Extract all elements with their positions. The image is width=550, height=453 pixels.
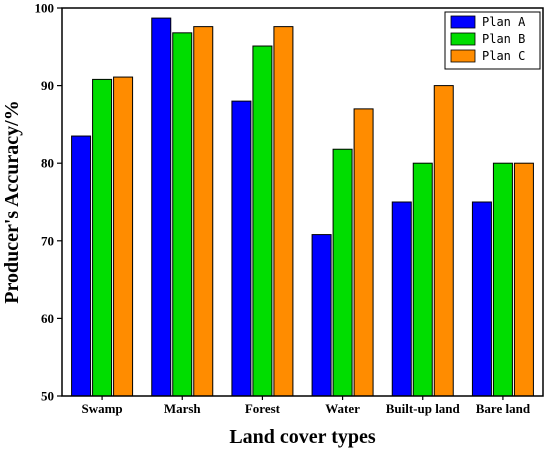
x-tick-label: Swamp	[81, 401, 122, 416]
bar-plan-a-marsh	[151, 17, 172, 397]
bar-plan-c-forest	[273, 26, 294, 397]
x-tick-label: Built-up land	[386, 401, 461, 416]
bar-plan-a-forest	[231, 100, 252, 397]
y-tick-label: 100	[35, 1, 55, 16]
x-axis: Swamp Marsh Forest Water Built-up land Bare l…	[81, 396, 531, 416]
bar-plan-a-built-up-land	[391, 201, 412, 397]
bars-layer	[71, 17, 534, 397]
x-axis-title: Land cover types	[229, 426, 376, 448]
legend-label: Plan B	[482, 32, 525, 46]
bar-plan-b-bare-land	[492, 162, 513, 397]
legend: Plan A Plan B Plan C	[444, 11, 541, 70]
bar-plan-c-swamp	[113, 76, 134, 397]
legend-swatch	[450, 49, 476, 63]
y-tick-label: 80	[41, 156, 54, 171]
bar-plan-c-built-up-land	[433, 85, 454, 397]
bar-plan-a-water	[311, 234, 332, 397]
legend-swatch	[450, 15, 476, 29]
bar-plan-a-swamp	[71, 135, 92, 397]
y-tick-label: 70	[41, 233, 54, 248]
bar-plan-c-marsh	[193, 26, 214, 397]
bar-plan-b-forest	[252, 45, 273, 397]
x-tick-label: Marsh	[164, 401, 202, 416]
bar-plan-b-swamp	[92, 78, 113, 397]
y-tick-label: 50	[41, 389, 54, 404]
legend-label: Plan C	[482, 49, 525, 63]
y-tick-label: 60	[41, 311, 54, 326]
plot-frame	[61, 7, 544, 397]
x-tick-label: Water	[325, 401, 360, 416]
y-axis: 50 60 70 80 90 100	[35, 1, 62, 404]
y-tick-label: 90	[41, 78, 54, 93]
bar-plan-c-water	[353, 108, 374, 397]
bar-plan-b-water	[332, 148, 353, 397]
x-tick-label: Bare land	[476, 401, 531, 416]
bar-plan-c-bare-land	[513, 162, 534, 397]
bar-plan-a-bare-land	[471, 201, 492, 397]
y-axis-title: Producer's Accuracy/%	[1, 100, 23, 303]
bar-plan-b-built-up-land	[412, 162, 433, 397]
legend-swatch	[450, 32, 476, 46]
bar-plan-b-marsh	[172, 32, 193, 397]
legend-label: Plan A	[482, 15, 526, 29]
x-tick-label: Forest	[245, 401, 281, 416]
